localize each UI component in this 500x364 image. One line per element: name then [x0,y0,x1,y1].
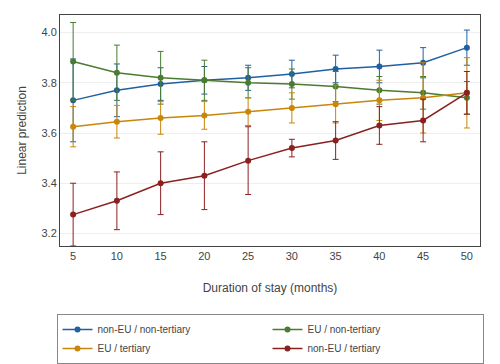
svg-text:EU / non-tertiary: EU / non-tertiary [308,324,381,335]
svg-text:35: 35 [330,250,342,262]
svg-text:non-EU / non-tertiary: non-EU / non-tertiary [98,324,191,335]
svg-text:3.2: 3.2 [42,227,57,239]
svg-text:15: 15 [155,250,167,262]
svg-text:50: 50 [461,250,473,262]
svg-text:5: 5 [70,250,76,262]
svg-text:EU / tertiary: EU / tertiary [98,343,151,354]
svg-text:3.4: 3.4 [42,177,57,189]
svg-text:3.8: 3.8 [42,77,57,89]
svg-text:Duration of stay (months): Duration of stay (months) [203,281,338,295]
svg-text:10: 10 [111,250,123,262]
svg-text:Linear prediction: Linear prediction [15,86,29,175]
svg-text:non-EU / tertiary: non-EU / tertiary [308,343,381,354]
svg-text:3.6: 3.6 [42,127,57,139]
svg-text:20: 20 [198,250,210,262]
svg-text:4.0: 4.0 [42,26,57,38]
svg-text:45: 45 [417,250,429,262]
svg-text:30: 30 [286,250,298,262]
svg-text:40: 40 [373,250,385,262]
svg-text:25: 25 [242,250,254,262]
